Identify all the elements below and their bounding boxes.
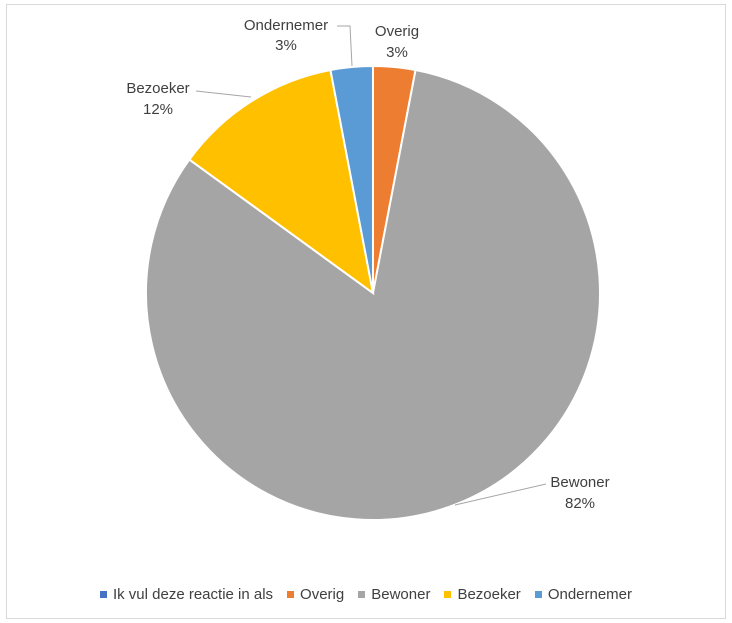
legend-item-ondernemer: Ondernemer [534,586,633,603]
pie-chart: Ondernemer 3% Overig 3% Bezoeker 12% Bew… [126,17,610,521]
legend-swatch [444,591,452,598]
legend-item-ik-vul: Ik vul deze reactie in als [99,586,274,603]
leader-lines [195,25,547,506]
leader-bewoner [454,483,547,506]
leader-ondernemer [337,25,353,67]
label-overig-name: Overig [375,23,419,40]
legend-item-bezoeker: Bezoeker [444,586,521,603]
leader-bezoeker [195,90,252,98]
data-labels: Ondernemer 3% Overig 3% Bezoeker 12% Bew… [126,17,609,512]
label-bezoeker-value: 12% [143,101,173,118]
pie-slice-bezoeker [187,68,375,296]
label-bewoner-value: 82% [565,495,595,512]
legend-label: Ik vul deze reactie in als [112,586,274,603]
pie-slices [145,64,601,521]
label-overig-value: 3% [386,44,408,61]
legend-swatch [534,591,542,598]
label-bewoner-name: Bewoner [550,474,609,491]
label-ondernemer-name: Ondernemer [244,17,328,34]
label-bezoeker-name: Bezoeker [126,80,189,97]
legend-label: Overig [300,586,345,603]
legend-item-overig: Overig [287,586,344,603]
legend-label: Ondernemer [547,586,633,603]
legend-swatch [358,591,366,598]
legend-label: Bewoner [371,586,431,603]
legend-swatch [287,591,295,598]
pie-slice-ondernemer [329,64,374,294]
label-ondernemer-value: 3% [275,37,297,54]
pie-slice-bewoner [145,68,601,521]
legend-label: Bezoeker [457,586,521,603]
legend: Ik vul deze reactie in als Overig Bewone… [0,586,732,603]
legend-swatch [99,591,107,598]
legend-item-bewoner: Bewoner [358,586,430,603]
